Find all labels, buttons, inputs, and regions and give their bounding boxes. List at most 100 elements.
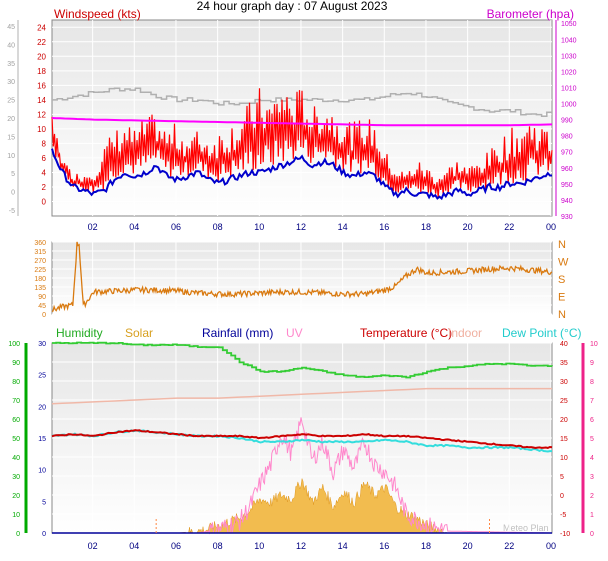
y-tick-label-rain: 10 (38, 468, 46, 475)
y-tick-label-dir: 90 (38, 294, 46, 301)
x-tick-label: 08 (213, 222, 223, 232)
footnote: Meteo Plan (503, 523, 549, 533)
y-tick-label-baro: 1030 (561, 53, 577, 60)
y-tick-label-baro: 980 (561, 134, 573, 141)
y-tick-label-baro: 1010 (561, 85, 577, 92)
y-tick-label-outer: 15 (7, 134, 15, 141)
x-tick-label: 20 (463, 222, 473, 232)
y-tick-label-wind: 14 (37, 96, 46, 105)
chart-title: 24 hour graph day : 07 August 2023 (197, 0, 388, 13)
y-tick-label-baro: 970 (561, 150, 573, 157)
y-tick-label-dir: 360 (34, 240, 46, 247)
y-tick-label-dir: 135 (34, 285, 46, 292)
y-tick-label-uv: 7 (590, 398, 594, 405)
y-tick-label-uv: 5 (590, 436, 594, 443)
axis-layer: 0202040406060808101012121414161618182020… (7, 20, 598, 551)
y-tick-label-wind: 12 (37, 110, 46, 119)
y-tick-label-uv: 9 (590, 360, 594, 367)
x-tick-label: 20 (463, 541, 473, 551)
series-layer (51, 87, 553, 535)
y-tick-label-temp: 10 (560, 455, 568, 462)
x-tick-label: 12 (296, 541, 306, 551)
x-tick-label: 18 (421, 541, 431, 551)
y-tick-label-baro: 990 (561, 118, 573, 125)
y-tick-label-uv: 2 (590, 493, 594, 500)
barometer-line (51, 117, 553, 127)
y-tick-label-temp: 5 (560, 474, 564, 481)
y-tick-label-uv: 6 (590, 417, 594, 424)
x-tick-label: 22 (504, 541, 514, 551)
legend-uv: UV (286, 326, 303, 340)
y-tick-label-uv: 3 (590, 474, 594, 481)
x-tick-label: 10 (254, 541, 264, 551)
y-tick-label-outer: 20 (7, 116, 15, 123)
y-tick-label-uv: 10 (590, 341, 598, 348)
y-tick-label-dir: 0 (42, 312, 46, 319)
y-tick-label-rain: 20 (38, 404, 46, 411)
y-tick-label-outer: 25 (7, 98, 15, 105)
y-tick-label-outer: 5 (11, 171, 15, 178)
x-tick-label: 00 (546, 222, 556, 232)
y-tick-label-humidity: 20 (12, 493, 20, 500)
legend-humidity: Humidity (56, 326, 103, 340)
y-tick-label-wind: 0 (42, 197, 47, 206)
x-tick-label: 04 (129, 222, 139, 232)
x-tick-label: 12 (296, 222, 306, 232)
y-tick-label-outer: 30 (7, 79, 15, 86)
compass-label: N (558, 239, 566, 251)
y-tick-label-dir: 45 (38, 303, 46, 310)
y-tick-label-outer: -5 (9, 208, 15, 215)
y-tick-label-humidity: 60 (12, 417, 20, 424)
y-tick-label-outer: 10 (7, 153, 15, 160)
x-tick-label: 06 (171, 541, 181, 551)
x-tick-label: 16 (379, 222, 389, 232)
y-tick-label-baro: 960 (561, 166, 573, 173)
temperature-line (51, 429, 553, 450)
y-tick-label-baro: 1050 (561, 21, 577, 28)
x-tick-label: 18 (421, 222, 431, 232)
gust-line (51, 88, 553, 198)
y-tick-label-wind: 10 (37, 125, 46, 134)
y-tick-label-humidity: 100 (8, 341, 20, 348)
y-tick-label-temp: -10 (560, 531, 570, 538)
x-tick-label: 02 (88, 222, 98, 232)
windspeed-line (51, 148, 552, 201)
y-tick-label-outer: 40 (7, 42, 15, 49)
y-tick-label-uv: 0 (590, 531, 594, 538)
y-tick-label-outer: 0 (11, 190, 15, 197)
y-tick-label-outer: 35 (7, 61, 15, 68)
y-tick-label-baro: 930 (561, 214, 573, 221)
y-tick-label-rain: 25 (38, 373, 46, 380)
legend-temperature: Temperature (°C) (360, 326, 452, 340)
x-tick-label: 10 (254, 222, 264, 232)
barometer-label: Barometer (hpa) (487, 7, 574, 21)
y-tick-label-temp: -5 (560, 512, 566, 519)
y-tick-label-humidity: 70 (12, 398, 20, 405)
x-tick-label: 14 (338, 222, 348, 232)
wind-direction-line (51, 241, 553, 313)
y-tick-label-humidity: 90 (12, 360, 20, 367)
y-tick-label-wind: 8 (42, 139, 47, 148)
x-tick-label: 16 (379, 541, 389, 551)
legend-rainfall: Rainfall (mm) (202, 326, 273, 340)
y-tick-label-rain: 0 (42, 531, 46, 538)
y-tick-label-wind: 6 (42, 154, 47, 163)
compass-label: W (558, 257, 569, 269)
y-tick-label-baro: 1040 (561, 37, 577, 44)
humidity-line (52, 341, 553, 379)
x-tick-label: 22 (504, 222, 514, 232)
y-tick-label-wind: 24 (37, 23, 46, 32)
y-tick-label-temp: 20 (560, 417, 568, 424)
y-tick-label-uv: 4 (590, 455, 594, 462)
y-tick-label-temp: 40 (560, 341, 568, 348)
legend-indoor: Indoor (448, 326, 482, 340)
y-tick-label-dir: 270 (34, 258, 46, 265)
y-tick-label-uv: 8 (590, 379, 594, 386)
y-tick-label-wind: 16 (37, 81, 46, 90)
y-tick-label-humidity: 30 (12, 474, 20, 481)
y-tick-label-rain: 5 (42, 499, 46, 506)
y-tick-label-outer: 45 (7, 24, 15, 31)
y-tick-label-wind: 4 (42, 168, 47, 177)
